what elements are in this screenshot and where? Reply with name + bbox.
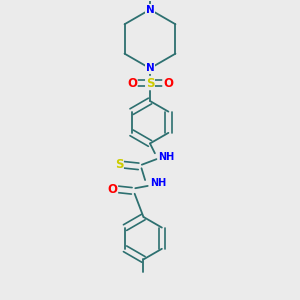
Text: N: N [146, 63, 154, 73]
Text: N: N [146, 4, 154, 15]
Text: NH: NH [150, 178, 166, 188]
Text: O: O [127, 76, 137, 89]
Text: O: O [107, 183, 117, 196]
Text: S: S [146, 76, 154, 89]
Text: S: S [115, 158, 123, 171]
Text: NH: NH [158, 152, 174, 161]
Text: O: O [163, 76, 173, 89]
